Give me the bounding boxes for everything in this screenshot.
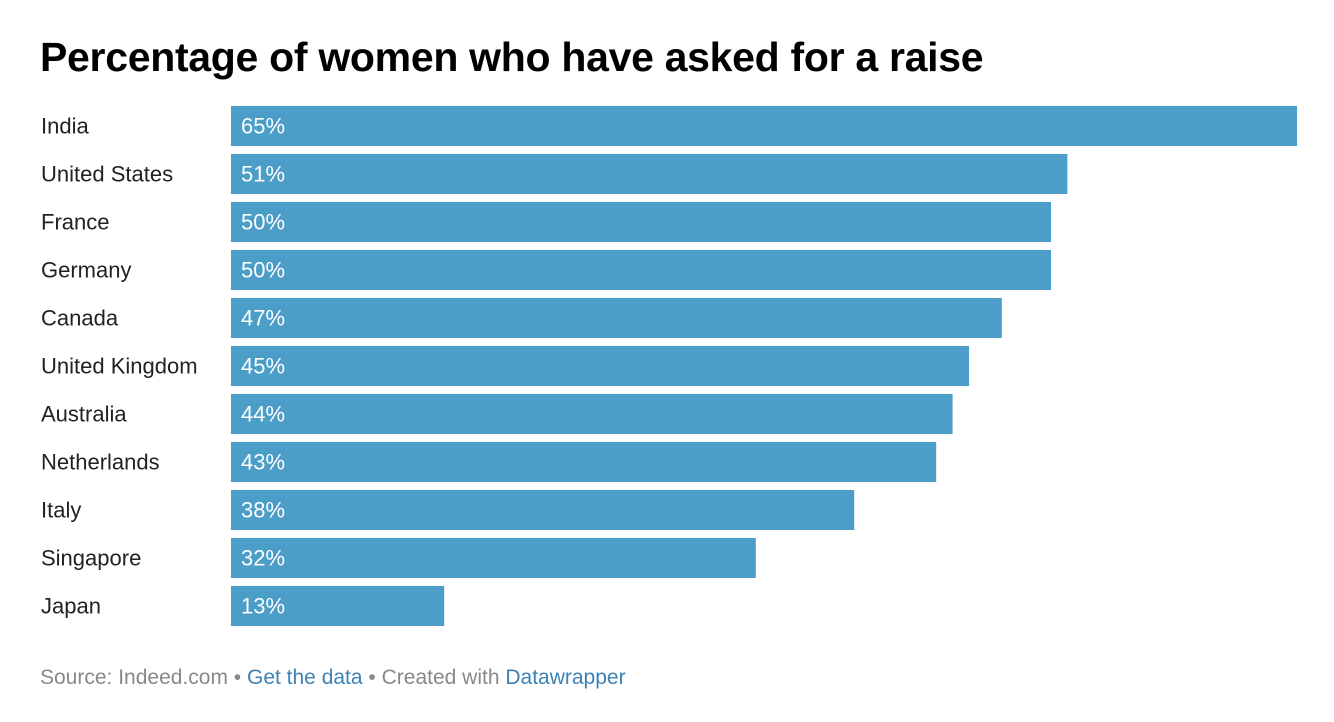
category-label: France — [41, 210, 109, 235]
get-data-link[interactable]: Get the data — [246, 666, 363, 689]
bar — [231, 394, 953, 434]
category-label: Canada — [41, 306, 119, 331]
bar — [231, 250, 1051, 290]
value-label: 44% — [241, 402, 285, 427]
datawrapper-link[interactable]: Datawrapper — [505, 666, 626, 689]
bar — [231, 586, 445, 626]
category-label: United Kingdom — [41, 354, 198, 379]
bar — [231, 202, 1051, 242]
value-label: 65% — [241, 114, 285, 139]
category-label: Australia — [41, 402, 127, 427]
value-label: 43% — [241, 450, 285, 475]
category-label: Netherlands — [41, 450, 160, 475]
category-label: Italy — [41, 498, 81, 523]
category-label: United States — [41, 162, 173, 187]
value-label: 38% — [241, 498, 285, 523]
value-label: 13% — [241, 594, 285, 619]
created-with-text: Created with — [381, 666, 500, 689]
bar — [231, 298, 1002, 338]
category-label: Singapore — [41, 546, 141, 571]
value-label: 45% — [241, 354, 285, 379]
separator-dot: • — [362, 666, 382, 689]
bar-chart: India 65% United States 51% France 50% Germany… — [41, 106, 1297, 626]
separator-dot: • — [227, 666, 247, 689]
bar — [231, 538, 756, 578]
chart-title: Percentage of women who have asked for a… — [40, 34, 984, 80]
bar — [231, 490, 855, 530]
bar — [231, 346, 969, 386]
value-label: 51% — [241, 162, 285, 187]
category-label: Germany — [41, 258, 131, 283]
category-label: India — [41, 114, 89, 139]
bar — [231, 442, 937, 482]
source-text: Source: Indeed.com — [40, 666, 228, 689]
bar — [231, 106, 1297, 146]
bar — [231, 154, 1068, 194]
value-label: 32% — [241, 546, 285, 571]
value-label: 47% — [241, 306, 285, 331]
value-label: 50% — [241, 258, 285, 283]
value-label: 50% — [241, 210, 285, 235]
category-label: Japan — [41, 594, 101, 619]
chart-footer: Source: Indeed.com • Get the data • Crea… — [40, 666, 626, 690]
